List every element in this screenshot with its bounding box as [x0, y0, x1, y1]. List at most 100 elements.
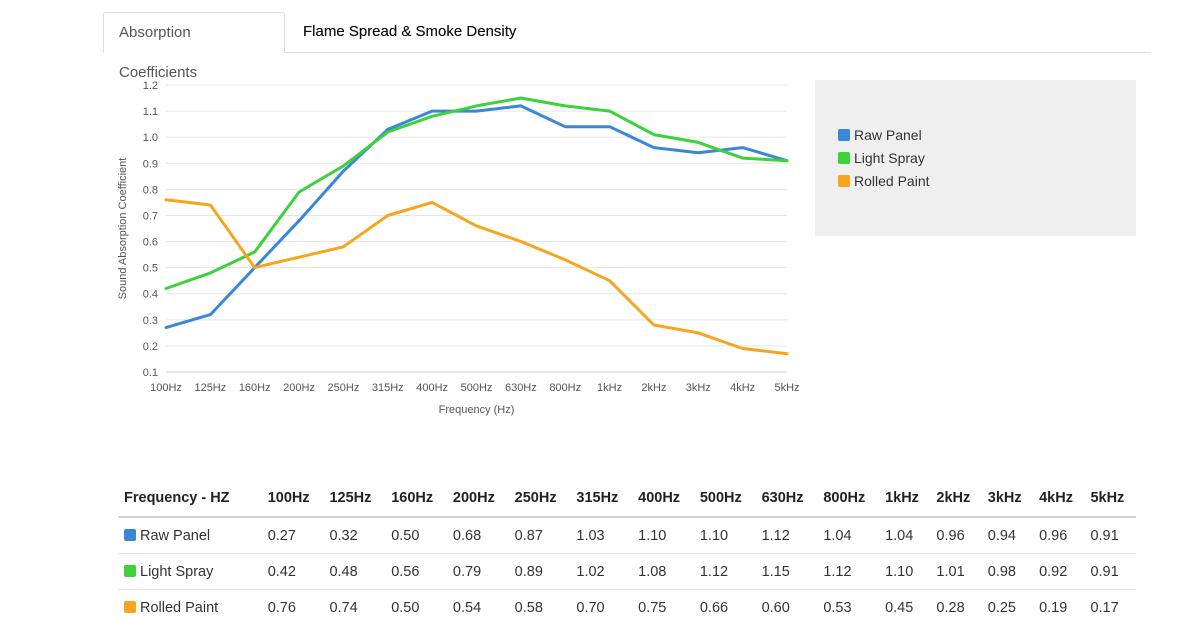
x-tick-label: 630Hz [505, 382, 537, 394]
x-tick-label: 4kHz [730, 382, 755, 394]
table-row-label: Light Spray [118, 553, 262, 590]
table-cell: 0.75 [638, 599, 667, 616]
table-column-header: 250Hz [508, 480, 571, 518]
table-header-label: Frequency - HZ [118, 480, 262, 518]
tab-absorption-coefficients[interactable]: Absorption Coefficients [103, 12, 285, 81]
y-tick-label: 0.1 [143, 367, 158, 379]
legend-item-rolled-paint[interactable]: Rolled Paint [838, 171, 930, 191]
table-cell: 1.12 [755, 517, 818, 554]
table-cell: 0.68 [446, 517, 509, 554]
table-cell: 0.53 [823, 599, 852, 616]
table-header-row: Frequency - HZ 100Hz 125Hz 160Hz 200Hz 250Hz… [118, 480, 1136, 518]
table-row-label: Raw Panel [118, 517, 262, 554]
row-color-swatch [124, 528, 136, 541]
y-tick-label: 0.7 [143, 210, 158, 222]
legend-swatch-rolled-paint [838, 175, 850, 187]
table-column-header: 500Hz [693, 480, 756, 518]
table-cell: 1.10 [632, 517, 694, 554]
y-tick-label: 0.5 [143, 263, 158, 275]
table-cell: 1.10 [879, 553, 931, 590]
table-column-header: 3kHz [981, 480, 1034, 518]
table-cell: 0.58 [514, 599, 543, 616]
table-cell: 0.96 [930, 517, 982, 554]
table-cell: 0.76 [267, 599, 296, 616]
table-row: Rolled Paint 0.76 0.74 0.50 0.54 0.58 0.70 0.75… [118, 590, 1136, 626]
y-tick-label: 0.4 [143, 289, 158, 301]
table-column-header: 400Hz [632, 480, 694, 518]
table-row: Light Spray 0.42 0.48 0.56 0.79 0.89 1.02 1.08 1… [118, 553, 1136, 590]
table-cell: 0.56 [385, 553, 447, 590]
absorption-line-chart: 0.1 0.2 0.3 0.4 0.5 0.6 0.7 0.8 0.9 1.0 1.1 1.2 100H… [117, 80, 800, 416]
table-column-header: 315Hz [570, 480, 633, 518]
table-cell: 0.79 [446, 553, 509, 590]
legend-item-light-spray[interactable]: Light Spray [838, 148, 925, 168]
table-column-header: 100Hz [261, 480, 324, 518]
table-cell: 1.08 [632, 553, 694, 590]
x-tick-label: 100Hz [150, 382, 182, 394]
table-cell: 1.03 [570, 517, 633, 554]
table-cell: 0.19 [1039, 599, 1068, 616]
table-row: Raw Panel 0.27 0.32 0.50 0.68 0.87 1.03 1.10 1.1… [118, 517, 1136, 554]
y-tick-label: 1.0 [143, 132, 158, 144]
tab-bar: Absorption Coefficients Flame Spread & S… [103, 12, 1151, 81]
tab-flame-spread-smoke-density[interactable]: Flame Spread & Smoke Density [303, 23, 517, 40]
table-cell: 0.48 [323, 553, 386, 590]
table-cell: 0.45 [885, 599, 914, 616]
x-tick-label: 315Hz [372, 382, 404, 394]
table-cell: 0.66 [699, 599, 729, 616]
legend-item-raw-panel[interactable]: Raw Panel [838, 125, 922, 145]
y-tick-label: 0.9 [143, 158, 158, 170]
table-column-header: 800Hz [817, 480, 880, 518]
table-cell: 0.96 [1033, 517, 1085, 554]
series-line-light-spray [164, 96, 789, 290]
x-tick-label: 250Hz [328, 382, 360, 394]
y-tick-label: 0.6 [143, 237, 158, 249]
table-cell: 0.50 [385, 517, 447, 554]
table-cell: 1.01 [930, 553, 982, 590]
table-cell: 0.54 [452, 599, 482, 616]
y-tick-label: 1.1 [143, 106, 158, 118]
table-cell: 1.04 [817, 517, 880, 554]
table-cell: 0.70 [576, 599, 605, 616]
table-cell: 0.89 [508, 553, 571, 590]
table-cell: 0.94 [981, 517, 1034, 554]
table-row-label: Rolled Paint [118, 590, 262, 626]
y-tick-label: 0.3 [143, 315, 158, 327]
x-tick-label: 2kHz [641, 382, 666, 394]
table-cell: 0.91 [1084, 553, 1136, 590]
row-color-swatch [124, 564, 136, 577]
x-tick-label: 125Hz [194, 382, 226, 394]
table-column-header: 125Hz [323, 480, 386, 518]
table-cell: 0.91 [1084, 517, 1136, 554]
table-cell: 0.27 [261, 517, 324, 554]
table-cell: 1.04 [879, 517, 931, 554]
table-column-header: 200Hz [446, 480, 509, 518]
table-column-header: 2kHz [930, 480, 982, 518]
table-column-header: 630Hz [755, 480, 818, 518]
series-line-raw-panel [164, 104, 789, 330]
table-cell: 0.42 [261, 553, 324, 590]
table-column-header: 4kHz [1033, 480, 1085, 518]
table-column-header: 160Hz [385, 480, 447, 518]
series-line-rolled-paint [164, 198, 789, 356]
y-axis-title: Sound Absorption Coefficient [117, 158, 129, 300]
table-cell: 0.87 [508, 517, 571, 554]
legend-label: Light Spray [854, 150, 925, 166]
table-cell: 0.50 [391, 599, 420, 616]
y-tick-label: 0.8 [143, 184, 158, 196]
row-label-text: Light Spray [140, 563, 214, 580]
x-axis-title: Frequency (Hz) [439, 404, 515, 416]
x-tick-label: 500Hz [461, 382, 493, 394]
x-tick-label: 3kHz [686, 382, 711, 394]
row-label-text: Raw Panel [140, 527, 211, 544]
chart-legend: Raw Panel Light Spray Rolled Paint [815, 80, 1136, 236]
table-cell: 0.28 [936, 599, 965, 616]
table-column-header: 1kHz [879, 480, 931, 518]
row-color-swatch [124, 600, 136, 613]
x-tick-label: 1kHz [597, 382, 622, 394]
legend-label: Raw Panel [854, 127, 922, 143]
legend-swatch-raw-panel [838, 129, 850, 141]
table-cell: 1.10 [693, 517, 756, 554]
table-cell: 0.92 [1033, 553, 1085, 590]
absorption-data-table: Frequency - HZ 100Hz 125Hz 160Hz 200Hz 250Hz… [118, 480, 1136, 625]
